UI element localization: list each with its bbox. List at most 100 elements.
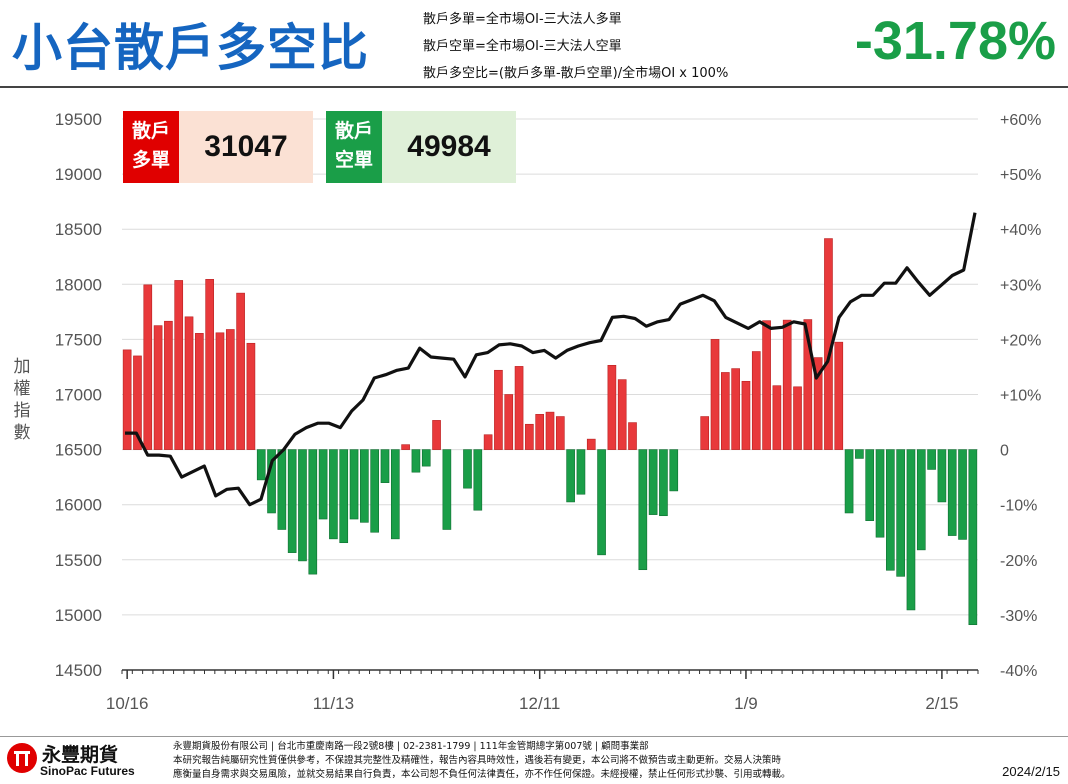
x-tick-label: 11/13 <box>313 694 354 713</box>
ratio-bar <box>184 316 194 450</box>
ratio-bar <box>576 449 586 495</box>
right-tick-label: -40% <box>1000 663 1037 680</box>
right-tick-label: +50% <box>1000 167 1041 184</box>
left-axis-label: 加權指數 <box>14 357 31 442</box>
x-tick-label: 12/11 <box>519 694 560 713</box>
ratio-bar <box>772 385 782 450</box>
ratio-bar <box>277 449 287 530</box>
disclaimer: 永豐期貨股份有限公司 | 台北市重慶南路一段2號8樓 | 02-2381-179… <box>173 740 893 782</box>
report-date: 2024/2/15 <box>1002 764 1060 779</box>
ratio-bar <box>813 357 823 450</box>
ratio-bar <box>164 320 173 450</box>
ratio-bar <box>215 332 225 450</box>
header-divider <box>0 86 1068 88</box>
ratio-bar <box>751 351 761 450</box>
ratio-bar <box>659 449 668 517</box>
ratio-bar <box>968 449 978 626</box>
ratio-bar <box>318 449 328 520</box>
right-tick-label: 0 <box>1000 443 1009 460</box>
long-label-line1: 散戶 <box>131 120 170 142</box>
ratio-bar <box>205 279 214 450</box>
right-tick-label: -30% <box>1000 608 1037 625</box>
ratio-bar <box>927 449 936 470</box>
ratio-bar <box>370 449 379 533</box>
ratio-bar <box>762 320 771 450</box>
ratio-bar <box>720 372 730 450</box>
definition-short: 散戶空單=全市場OI-三大法人空單 <box>423 39 622 54</box>
definitions: 散戶多單=全市場OI-三大法人多單 散戶空單=全市場OI-三大法人空單 散戶多空… <box>423 6 728 87</box>
page-title: 小台散戶多空比 <box>12 19 369 77</box>
ratio-bar <box>483 434 493 450</box>
ratio-bar <box>958 449 967 540</box>
right-tick-label: +30% <box>1000 277 1041 294</box>
left-tick-label: 16000 <box>55 496 102 515</box>
ratio-bar <box>617 379 627 450</box>
ratio-bar <box>937 449 947 503</box>
x-tick-label: 2/15 <box>925 694 958 713</box>
ratio-bar <box>360 449 369 523</box>
ratio-bar <box>607 364 617 450</box>
ratio-bar <box>628 422 637 450</box>
ratio-bar <box>236 292 245 450</box>
right-tick-label: +10% <box>1000 388 1041 405</box>
disclaimer-line1: 永豐期貨股份有限公司 | 台北市重慶南路一段2號8樓 | 02-2381-179… <box>173 741 649 752</box>
ratio-bar <box>803 319 813 450</box>
ratio-bar <box>731 368 740 450</box>
right-tick-label: +40% <box>1000 222 1041 239</box>
right-tick-label: +60% <box>1000 112 1041 129</box>
ratio-bar <box>298 449 307 562</box>
ratio-bar <box>844 449 854 514</box>
ratio-bar <box>256 449 266 481</box>
ratio-bar <box>793 386 802 450</box>
ratio-bar <box>875 449 885 538</box>
ratio-bar <box>906 449 916 611</box>
ratio-bar <box>133 355 142 450</box>
left-tick-label: 16500 <box>55 441 102 460</box>
ratio-bar <box>555 416 565 450</box>
ratio-bar <box>122 349 132 450</box>
footer-divider <box>0 736 1068 737</box>
x-tick-label: 1/9 <box>734 694 758 713</box>
left-tick-label: 19500 <box>55 110 102 129</box>
ratio-bar <box>741 380 751 450</box>
ratio-bar <box>638 449 648 571</box>
ratio-bar <box>143 284 153 450</box>
ratio-bar <box>442 449 452 530</box>
ratio-bar <box>669 449 679 492</box>
short-value: 49984 <box>407 130 491 163</box>
ratio-value: -31.78% <box>854 11 1056 71</box>
ratio-bar <box>339 449 349 544</box>
ratio-bar <box>308 449 318 575</box>
ratio-bar <box>710 339 720 450</box>
long-label: 散戶 多單 <box>123 111 179 183</box>
sinopac-logo-icon <box>7 743 37 773</box>
ratio-bar <box>916 449 926 551</box>
axes: 14500 15000 15500 16000 16500 17000 17500 18000… <box>14 110 1042 713</box>
ratio-bar <box>566 449 575 503</box>
ratio-bar <box>174 280 184 450</box>
ratio-bar <box>195 333 204 450</box>
ratio-bar <box>514 366 524 450</box>
index-line <box>125 212 977 507</box>
ratio-bar <box>329 449 338 540</box>
ratio-bar <box>504 394 514 450</box>
short-box: 散戶 空單 49984 <box>326 111 516 183</box>
ratio-bar <box>525 423 534 450</box>
short-label-line2: 空單 <box>334 149 373 171</box>
left-tick-label: 15000 <box>55 606 102 625</box>
ratio-bar <box>494 369 503 450</box>
ratio-bar <box>463 449 472 489</box>
short-label: 散戶 空單 <box>326 111 382 183</box>
ratio-bar <box>896 449 905 577</box>
left-tick-label: 19000 <box>55 165 102 184</box>
ratio-bar <box>401 444 410 450</box>
definition-ratio: 散戶多空比=(散戶多單-散戶空單)/全市場OI x 100% <box>423 66 729 81</box>
ratio-bar <box>390 449 400 540</box>
left-tick-label: 17500 <box>55 330 102 349</box>
definition-long: 散戶多單=全市場OI-三大法人多單 <box>423 12 622 27</box>
ratio-bar <box>782 319 792 450</box>
ratio-bar <box>586 438 596 450</box>
x-tick-label: 10/16 <box>106 694 149 713</box>
ratio-bar <box>545 411 555 450</box>
ratio-bar <box>153 325 163 450</box>
